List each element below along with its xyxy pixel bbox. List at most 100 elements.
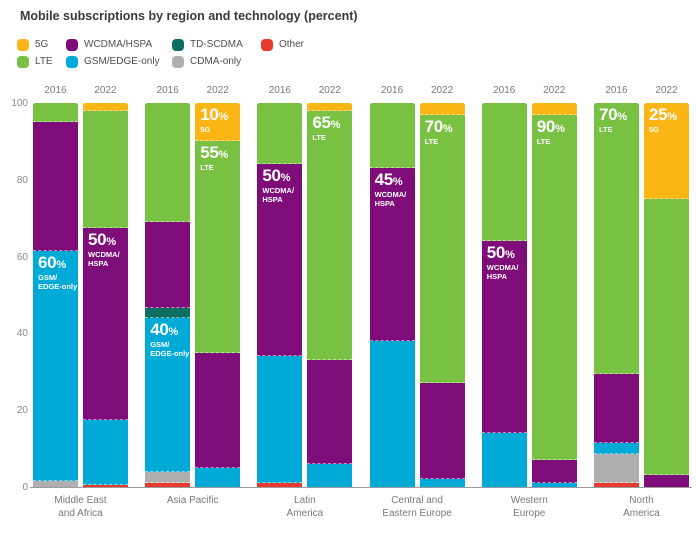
segment-wcdma-hspa [531,460,577,484]
segment-5g: 10% 5G [195,103,241,142]
segment-lte [257,103,303,165]
stacked-bar-north-america-2016: 70% LTE [593,103,639,487]
year-label: 2022 [430,85,454,96]
y-tick-80: 80 [16,174,28,186]
segment-5g [83,103,128,111]
region-group-middle-east-and-africa: 2016 60% GSM/ EDGE-only 2022 50% WCDMA/ HSPA [33,85,128,487]
legend-label-cdma-only: CDMA-only [190,56,242,67]
bar-column-2022: 2022 90% LTE [531,85,577,487]
value-label-wcdma-hspa: 50% WCDMA/ HSPA [262,166,295,205]
legend-label-gsm-edge-only: GSM/EDGE-only [84,56,160,67]
y-tick-60: 60 [16,251,28,263]
other-swatch-icon [261,38,273,51]
gsm-edge-only-swatch-icon [66,55,78,68]
legend-label-wcdma-hspa: WCDMA/HSPA [84,39,153,50]
legend-item-5g: 5G [17,38,66,51]
chart-title: Mobile subscriptions by region and techn… [20,9,358,23]
bar-groups: 2016 60% GSM/ EDGE-only 2022 50% WCDMA/ HSPA 2… [33,85,689,487]
segment-wcdma-hspa [145,222,191,309]
segment-5g [531,103,577,115]
legend-item-wcdma-hspa: WCDMA/HSPA [66,38,172,51]
segment-gsm-edge-only [195,467,241,487]
region-group-central-and-eastern-europe: 2016 45% WCDMA/ HSPA 2022 70% LTE [369,85,465,487]
legend-label-td-scdma: TD-SCDMA [190,39,243,50]
legend-item-lte: LTE [17,55,66,68]
region-label-western-europe: Western Europe [510,495,548,519]
stacked-bar-middle-east-and-africa-2016: 60% GSM/ EDGE-only [33,103,78,487]
value-label-wcdma-hspa: 50% WCDMA/ HSPA [486,243,519,282]
bar-column-2022: 2022 55% LTE 10% 5G [195,85,241,487]
region-label-asia-pacific: Asia Pacific [166,495,219,506]
lte-swatch-icon [17,55,29,68]
segment-wcdma-hspa: 50% WCDMA/ HSPA [83,227,128,420]
year-label: 2016 [493,85,516,96]
td-scdma-swatch-icon [172,38,184,51]
bar-column-2016: 2016 60% GSM/ EDGE-only [33,85,78,487]
segment-lte: 90% LTE [531,114,577,461]
year-label: 2016 [605,85,628,96]
x-axis-labels: Middle East and Africa Asia Pacific Latin … [33,494,689,520]
stacked-bar-latin-america-2022: 65% LTE [307,103,353,487]
region-label-north-america: North America [623,495,660,519]
segment-lte [145,103,191,223]
bar-column-2016: 2016 70% LTE [593,85,639,487]
y-tick-20: 20 [16,405,28,417]
value-label-lte: 65% LTE [312,112,341,142]
segment-other [593,483,639,487]
stacked-bar-western-europe-2022: 90% LTE [531,103,577,487]
segment-lte: 55% LTE [195,141,241,353]
segment-wcdma-hspa [195,352,241,469]
year-label: 2022 [543,85,566,96]
stacked-bar-western-europe-2016: 50% WCDMA/ HSPA [481,103,527,487]
x-axis-baseline [30,487,692,488]
segment-lte: 70% LTE [419,114,465,384]
legend-label-5g: 5G [35,39,49,50]
segment-lte: 65% LTE [307,110,353,361]
segment-wcdma-hspa [643,475,689,487]
cdma-only-swatch-icon [172,55,184,68]
year-label: 2016 [156,85,179,96]
value-label-wcdma-hspa: 50% WCDMA/ HSPA [88,229,120,268]
bar-column-2016: 2016 50% WCDMA/ HSPA [257,85,303,487]
bar-column-2022: 2022 65% LTE [307,85,353,487]
value-label-lte: 70% LTE [424,116,453,146]
chart-area: 0 20 40 60 80 100 2016 60% GSM/ EDGE-only 2022 50… [0,85,696,520]
segment-wcdma-hspa [33,122,78,251]
segment-5g [419,103,465,115]
y-tick-100: 100 [11,98,28,109]
value-label-wcdma-hspa: 45% WCDMA/ HSPA [374,170,407,209]
segment-td-scdma [145,308,191,319]
segment-gsm-edge-only [531,483,577,487]
region-group-western-europe: 2016 50% WCDMA/ HSPA 2022 90% LTE [481,85,577,487]
segment-5g: 25% 5G [643,103,689,200]
bar-column-2022: 2022 70% LTE [419,85,465,487]
region-group-north-america: 2016 70% LTE 2022 25% 5G [593,85,689,487]
segment-gsm-edge-only [257,356,303,484]
segment-cdma-only [33,481,78,487]
segment-gsm-edge-only [419,479,465,487]
segment-gsm-edge-only [481,433,527,487]
year-label: 2016 [380,85,404,96]
value-label-gsm-edge-only: 40% GSM/ EDGE-only [150,320,190,359]
segment-wcdma-hspa [593,373,639,443]
segment-wcdma-hspa: 50% WCDMA/ HSPA [481,241,527,434]
region-group-latin-america: 2016 50% WCDMA/ HSPA 2022 65% LTE [257,85,353,487]
year-label: 2022 [206,85,229,96]
segment-gsm-edge-only [369,341,415,487]
legend-label-other: Other [279,39,305,50]
stacked-bar-central-and-eastern-europe-2022: 70% LTE [419,103,465,487]
segment-lte [481,103,527,242]
y-tick-40: 40 [16,328,28,340]
value-label-5g: 25% 5G [648,105,677,135]
segment-wcdma-hspa: 45% WCDMA/ HSPA [369,168,415,342]
value-label-lte: 55% LTE [200,143,228,173]
bar-column-2016: 2016 50% WCDMA/ HSPA [481,85,527,487]
bar-column-2016: 2016 40% GSM/ EDGE-only [145,85,191,487]
segment-cdma-only [593,454,639,484]
stacked-bar-central-and-eastern-europe-2016: 45% WCDMA/ HSPA [369,103,415,487]
segment-gsm-edge-only [83,419,128,486]
year-label: 2016 [268,85,291,96]
year-label: 2022 [318,85,341,96]
legend-item-gsm-edge-only: GSM/EDGE-only [66,55,172,68]
